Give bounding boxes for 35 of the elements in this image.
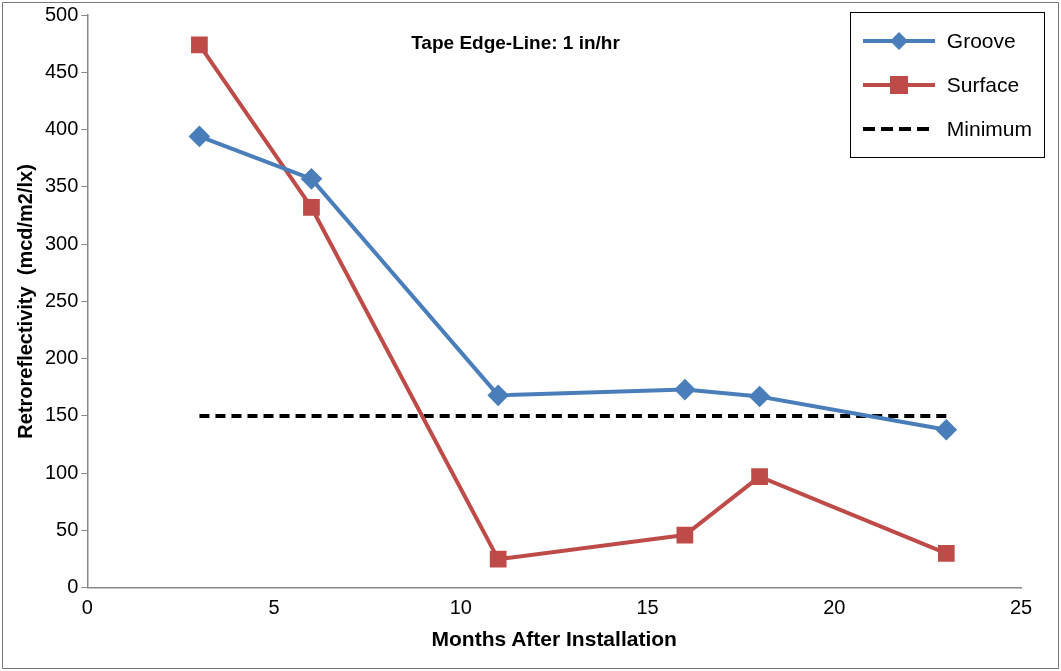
point (301, 168, 322, 189)
x-tick-label: 20 (823, 596, 846, 619)
y-tick-label: 250 (44, 288, 79, 311)
y-tick-label: 300 (44, 231, 79, 254)
y-tick-label: 400 (44, 117, 79, 140)
y-tick-label: 50 (56, 518, 79, 541)
x-tick-label: 15 (636, 596, 659, 619)
legend-label: Groove (946, 29, 1016, 53)
point (936, 419, 957, 440)
y-tick-label: 100 (44, 460, 79, 483)
x-tick-label: 0 (81, 596, 93, 619)
text: Tape Edge-Line: 1 in/hr (411, 31, 621, 53)
y-tick-label: 0 (67, 575, 79, 598)
y-tick-label: 200 (44, 346, 79, 369)
x-tick-label: 25 (1009, 596, 1033, 619)
point (488, 385, 509, 406)
legend-label: Minimum (946, 117, 1032, 141)
point (191, 36, 208, 54)
y-tick-label: 500 (44, 2, 79, 25)
point (189, 126, 210, 147)
x-tick-label: 5 (268, 596, 280, 619)
y-tick-label: 150 (44, 403, 79, 426)
y-axis-title: Retroreflectivity (mcd/m2/lx) (13, 164, 36, 439)
y-tick-label: 350 (44, 174, 79, 197)
x-tick-label: 10 (449, 596, 472, 619)
point (676, 526, 694, 544)
point (674, 379, 695, 400)
y-tick-label: 450 (44, 59, 79, 82)
x-axis-title: Months After Installation (431, 627, 677, 651)
legend-label: Surface (946, 73, 1020, 97)
point (303, 199, 320, 216)
point (489, 550, 507, 568)
point (751, 468, 768, 486)
point (749, 386, 770, 407)
point (937, 545, 955, 562)
